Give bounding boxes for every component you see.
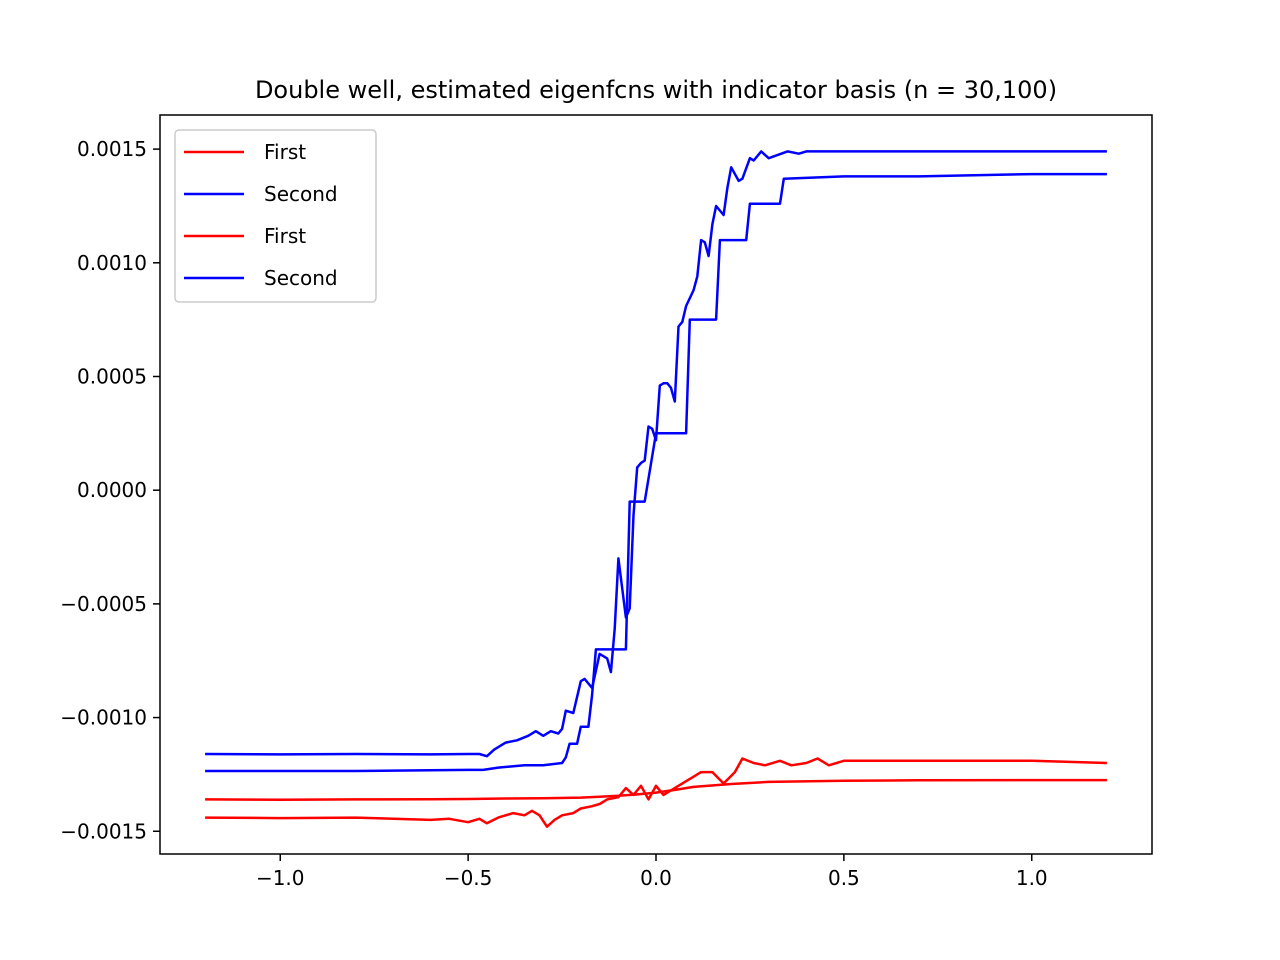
x-tick-label: 1.0 (1016, 866, 1048, 890)
series-layer (205, 150, 1107, 828)
legend-label-2: First (264, 224, 306, 248)
y-axis: −0.0015 −0.0010 −0.0005 0.0000 0.0005 0.0010 0… (60, 137, 160, 843)
legend: First Second First Second (174, 129, 377, 303)
x-tick-label: −1.0 (256, 866, 305, 890)
legend-label-3: Second (264, 266, 338, 290)
y-tick-label: −0.0010 (60, 706, 147, 730)
x-tick-label: −0.5 (444, 866, 493, 890)
y-tick-label: −0.0005 (60, 592, 147, 616)
series-line-0 (205, 778, 1107, 801)
legend-box (174, 129, 377, 303)
x-axis: −1.0 −0.5 0.0 0.5 1.0 (256, 854, 1048, 890)
y-tick-label: 0.0010 (77, 251, 147, 275)
series-line-3 (205, 150, 1107, 758)
x-tick-label: 0.0 (640, 866, 672, 890)
x-tick-label: 0.5 (828, 866, 860, 890)
y-tick-label: 0.0005 (77, 364, 147, 388)
series-line-2 (205, 757, 1107, 828)
y-tick-label: −0.0015 (60, 819, 147, 843)
y-tick-label: 0.0000 (77, 478, 147, 502)
chart-title: Double well, estimated eigenfcns with in… (255, 76, 1057, 104)
legend-label-0: First (264, 140, 306, 164)
legend-label-1: Second (264, 182, 338, 206)
y-tick-label: 0.0015 (77, 137, 147, 161)
